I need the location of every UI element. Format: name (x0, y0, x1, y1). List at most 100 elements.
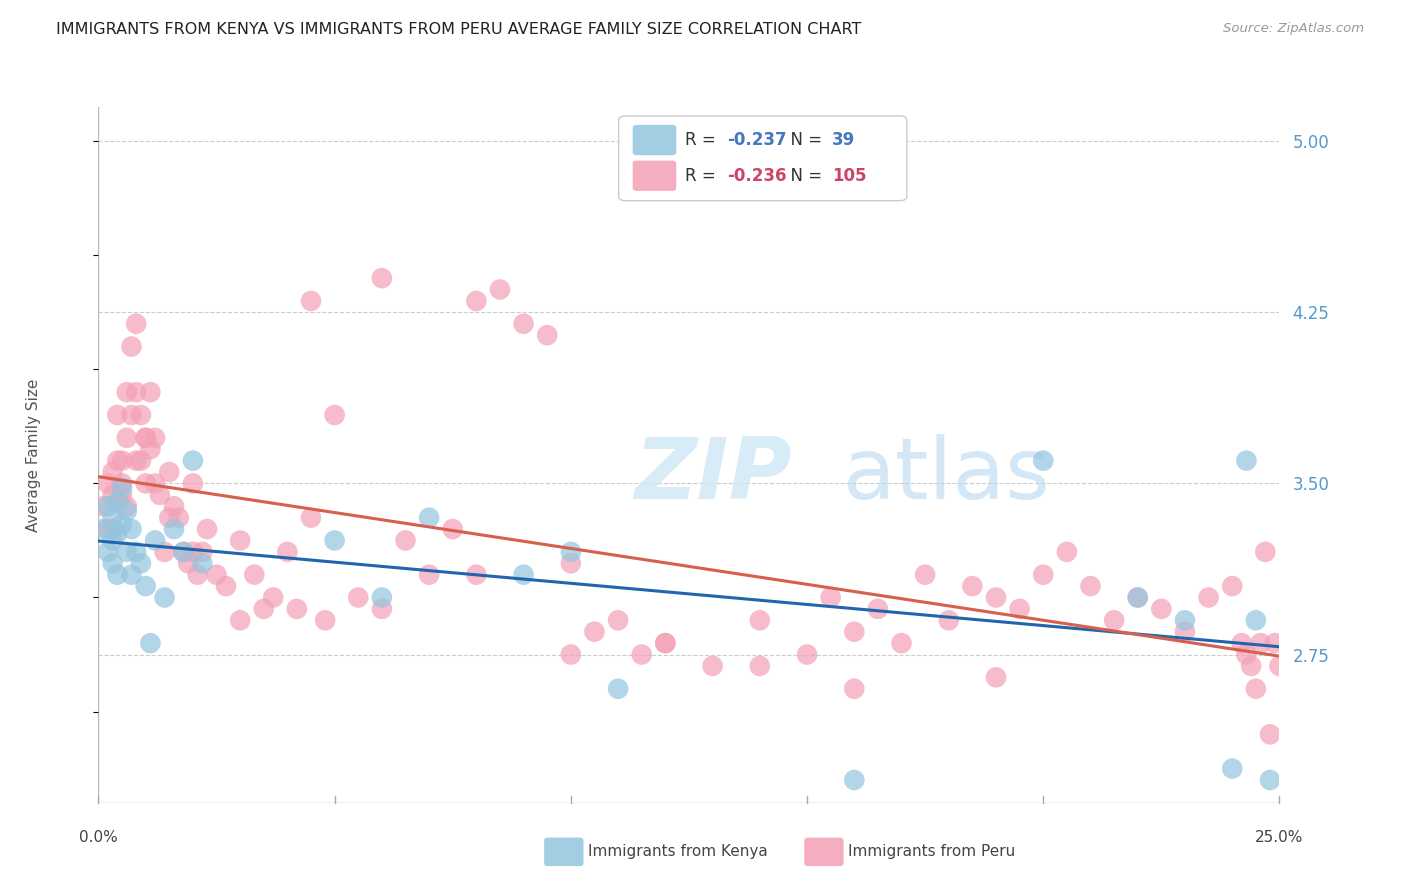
Point (1220, 579, 1243, 593)
Point (1244, 613, 1267, 627)
Point (820, 591, 842, 605)
Point (371, 602, 394, 616)
Point (748, 659, 770, 673)
Point (101, 465, 124, 479)
Point (121, 522, 143, 536)
Point (323, 408, 346, 422)
Text: ZIP: ZIP (634, 434, 792, 517)
Point (299, 293, 322, 308)
Point (101, 533, 124, 548)
Point (101, 556, 124, 570)
Point (489, 283, 512, 297)
Point (1008, 602, 1031, 616)
Point (465, 567, 488, 582)
Point (1258, 727, 1281, 741)
Point (195, 522, 218, 536)
Point (115, 385, 138, 400)
Point (1254, 545, 1277, 559)
Point (844, 681, 866, 696)
Text: N =: N = (780, 167, 828, 185)
Point (191, 545, 214, 559)
Point (149, 488, 172, 502)
Point (157, 510, 180, 524)
Point (560, 545, 582, 559)
Point (97, 476, 120, 491)
Point (418, 510, 440, 524)
Point (394, 533, 416, 548)
Point (105, 494, 128, 508)
Point (229, 533, 252, 548)
Point (125, 385, 148, 400)
Point (465, 293, 488, 308)
Point (914, 567, 936, 582)
Point (135, 431, 157, 445)
Text: 39: 39 (832, 131, 856, 149)
Point (371, 271, 394, 285)
Text: Average Family Size: Average Family Size (25, 378, 41, 532)
Point (1230, 636, 1253, 650)
Point (253, 602, 276, 616)
Point (125, 453, 148, 467)
Point (129, 556, 152, 570)
Point (163, 500, 186, 514)
Point (143, 533, 166, 548)
Point (111, 517, 134, 532)
Point (181, 476, 204, 491)
Point (115, 431, 138, 445)
Point (441, 522, 464, 536)
Point (101, 522, 124, 536)
Point (111, 453, 134, 467)
Point (135, 579, 157, 593)
Point (512, 567, 534, 582)
Point (512, 317, 534, 331)
Point (323, 533, 346, 548)
Point (1150, 602, 1173, 616)
Point (205, 567, 228, 582)
Point (560, 648, 582, 662)
Point (115, 504, 138, 518)
Text: -0.236: -0.236 (727, 167, 786, 185)
Point (276, 545, 298, 559)
Point (105, 453, 128, 467)
Text: IMMIGRANTS FROM KENYA VS IMMIGRANTS FROM PERU AVERAGE FAMILY SIZE CORRELATION CH: IMMIGRANTS FROM KENYA VS IMMIGRANTS FROM… (56, 22, 862, 37)
Point (607, 681, 630, 696)
Point (105, 567, 128, 582)
Point (984, 591, 1007, 605)
Point (748, 613, 770, 627)
Point (153, 545, 176, 559)
Point (314, 613, 336, 627)
Point (129, 453, 152, 467)
Point (1198, 591, 1220, 605)
Text: R =: R = (685, 167, 721, 185)
Text: 25.0%: 25.0% (1256, 830, 1303, 846)
Point (262, 591, 284, 605)
Point (243, 567, 266, 582)
Point (1258, 772, 1281, 787)
Point (129, 408, 152, 422)
Point (105, 408, 128, 422)
Point (157, 465, 180, 479)
Point (101, 488, 124, 502)
Point (101, 510, 124, 524)
Point (1080, 579, 1102, 593)
Point (125, 545, 148, 559)
Point (143, 431, 166, 445)
Point (115, 500, 138, 514)
Point (115, 545, 138, 559)
Text: atlas: atlas (842, 434, 1050, 517)
Point (1032, 453, 1054, 467)
Point (607, 613, 630, 627)
Point (702, 659, 724, 673)
Point (536, 328, 558, 343)
Text: N =: N = (780, 131, 828, 149)
Point (163, 522, 186, 536)
Point (962, 579, 984, 593)
Point (121, 408, 143, 422)
Point (91, 522, 114, 536)
Point (172, 545, 194, 559)
Point (630, 648, 652, 662)
Point (654, 636, 676, 650)
Point (181, 545, 204, 559)
Point (844, 624, 866, 639)
Point (153, 591, 176, 605)
